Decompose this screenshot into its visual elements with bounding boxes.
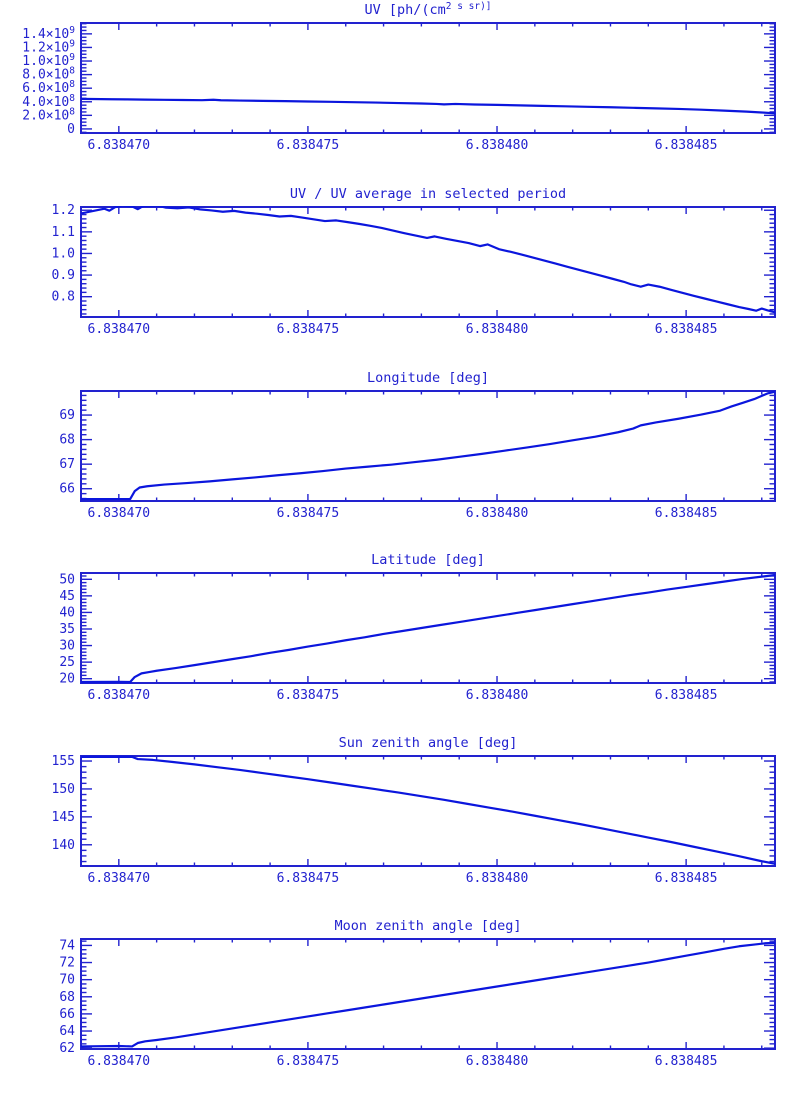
- chart-6-x-tick-label: 6.838485: [655, 1054, 718, 1069]
- chart-2-title: UV / UV average in selected period: [290, 186, 566, 202]
- chart-1-series-line: [81, 97, 775, 115]
- chart-6-y-tick-label: 72: [59, 956, 75, 971]
- chart-3-y-tick-label: 67: [59, 457, 75, 472]
- chart-6-title: Moon zenith angle [deg]: [335, 918, 522, 934]
- chart-3-title: Longitude [deg]: [367, 370, 489, 386]
- chart-4-y-tick-label: 35: [59, 622, 75, 637]
- chart-2-series-line: [81, 206, 775, 314]
- chart-5-y-tick-label: 140: [52, 838, 75, 853]
- chart-6-y-tick-label: 64: [59, 1024, 75, 1039]
- chart-1-frame: [80, 22, 776, 134]
- chart-2: UV / UV average in selected period 6.8384…: [52, 186, 776, 337]
- chart-1-title: UV [ph/(cm2 s sr)]: [364, 1, 491, 18]
- chart-6-frame: [80, 938, 776, 1050]
- chart-6: Moon zenith angle [deg] 6.838470 6.838475 6…: [59, 918, 776, 1069]
- chart-3-y-tick-label: 66: [59, 482, 75, 497]
- chart-5-title: Sun zenith angle [deg]: [339, 735, 518, 751]
- chart-4-series-line: [81, 573, 775, 684]
- chart-5-y-tick-label: 145: [52, 810, 75, 825]
- chart-3-x-tick-label: 6.838475: [277, 506, 340, 521]
- chart-3-x-tick-label: 6.838485: [655, 506, 718, 521]
- chart-4-x-tick-label: 6.838480: [466, 688, 529, 703]
- chart-4: Latitude [deg] 6.838470 6.838475 6.838480 6.…: [59, 552, 776, 703]
- chart-1-y-tick-label: 6.0×108: [22, 79, 75, 96]
- chart-2-y-tick-label: 1.1: [52, 225, 75, 240]
- chart-4-x-tick-label: 6.838470: [88, 688, 151, 703]
- chart-3-y-tick-label: 68: [59, 433, 75, 448]
- chart-6-x-tick-label: 6.838480: [466, 1054, 529, 1069]
- chart-5-x-tick-label: 6.838480: [466, 871, 529, 886]
- chart-2-y-tick-label: 1.2: [52, 203, 75, 218]
- chart-4-title: Latitude [deg]: [371, 552, 485, 568]
- chart-4-y-tick-label: 30: [59, 639, 75, 654]
- chart-4-y-tick-label: 25: [59, 655, 75, 670]
- chart-3-frame: [80, 390, 776, 502]
- chart-2-frame: [80, 206, 776, 318]
- chart-1-y-tick-label: 8.0×108: [22, 66, 75, 83]
- chart-2-x-tick-label: 6.838480: [466, 322, 529, 337]
- chart-2-y-tick-label: 0.9: [52, 268, 75, 283]
- chart-1-y-tick-label: 4.0×108: [22, 93, 75, 110]
- chart-4-y-tick-label: 20: [59, 672, 75, 687]
- chart-4-x-tick-label: 6.838475: [277, 688, 340, 703]
- chart-3-series-line: [81, 390, 775, 501]
- chart-3-y-tick-label: 69: [59, 408, 75, 423]
- chart-6-series-line: [81, 941, 775, 1048]
- chart-2-y-tick-label: 0.8: [52, 290, 75, 305]
- chart-6-y-tick-label: 68: [59, 990, 75, 1005]
- chart-4-y-tick-label: 45: [59, 589, 75, 604]
- chart-3-x-tick-label: 6.838470: [88, 506, 151, 521]
- chart-1-y-tick-label: 1.4×109: [22, 25, 75, 42]
- chart-5-frame: [80, 755, 776, 867]
- chart-4-y-tick-label: 40: [59, 605, 75, 620]
- chart-5-y-tick-label: 155: [52, 754, 75, 769]
- chart-1: UV [ph/(cm2 s sr)] 6.838470 6.838475 6.8384…: [22, 1, 776, 153]
- chart-5-x-tick-label: 6.838470: [88, 871, 151, 886]
- chart-6-y-tick-label: 70: [59, 973, 75, 988]
- chart-1-y-tick-label: 1.0×109: [22, 52, 75, 69]
- chart-4-y-tick-label: 50: [59, 572, 75, 587]
- chart-1-x-tick-label: 6.838485: [655, 138, 718, 153]
- chart-1-y-tick-label: 0: [67, 122, 75, 137]
- chart-2-y-tick-label: 1.0: [52, 246, 75, 261]
- chart-6-y-tick-label: 74: [59, 938, 75, 953]
- chart-6-x-tick-label: 6.838475: [277, 1054, 340, 1069]
- chart-1-y-tick-label: 2.0×108: [22, 106, 75, 123]
- chart-2-x-tick-label: 6.838485: [655, 322, 718, 337]
- chart-2-x-tick-label: 6.838470: [88, 322, 151, 337]
- chart-6-x-tick-label: 6.838470: [88, 1054, 151, 1069]
- chart-5-y-tick-label: 150: [52, 782, 75, 797]
- chart-5: Sun zenith angle [deg] 6.838470 6.838475 6.…: [52, 735, 776, 886]
- chart-4-x-tick-label: 6.838485: [655, 688, 718, 703]
- chart-5-series-line: [81, 755, 775, 865]
- chart-1-x-tick-label: 6.838480: [466, 138, 529, 153]
- chart-3: Longitude [deg] 6.838470 6.838475 6.838480 6…: [59, 370, 776, 521]
- chart-4-frame: [80, 572, 776, 684]
- chart-5-x-tick-label: 6.838475: [277, 871, 340, 886]
- chart-6-y-tick-label: 66: [59, 1007, 75, 1022]
- chart-5-x-tick-label: 6.838485: [655, 871, 718, 886]
- chart-2-x-tick-label: 6.838475: [277, 322, 340, 337]
- chart-1-x-tick-label: 6.838475: [277, 138, 340, 153]
- chart-1-x-tick-label: 6.838470: [88, 138, 151, 153]
- chart-3-x-tick-label: 6.838480: [466, 506, 529, 521]
- chart-1-y-tick-label: 1.2×109: [22, 38, 75, 55]
- chart-6-y-tick-label: 62: [59, 1041, 75, 1056]
